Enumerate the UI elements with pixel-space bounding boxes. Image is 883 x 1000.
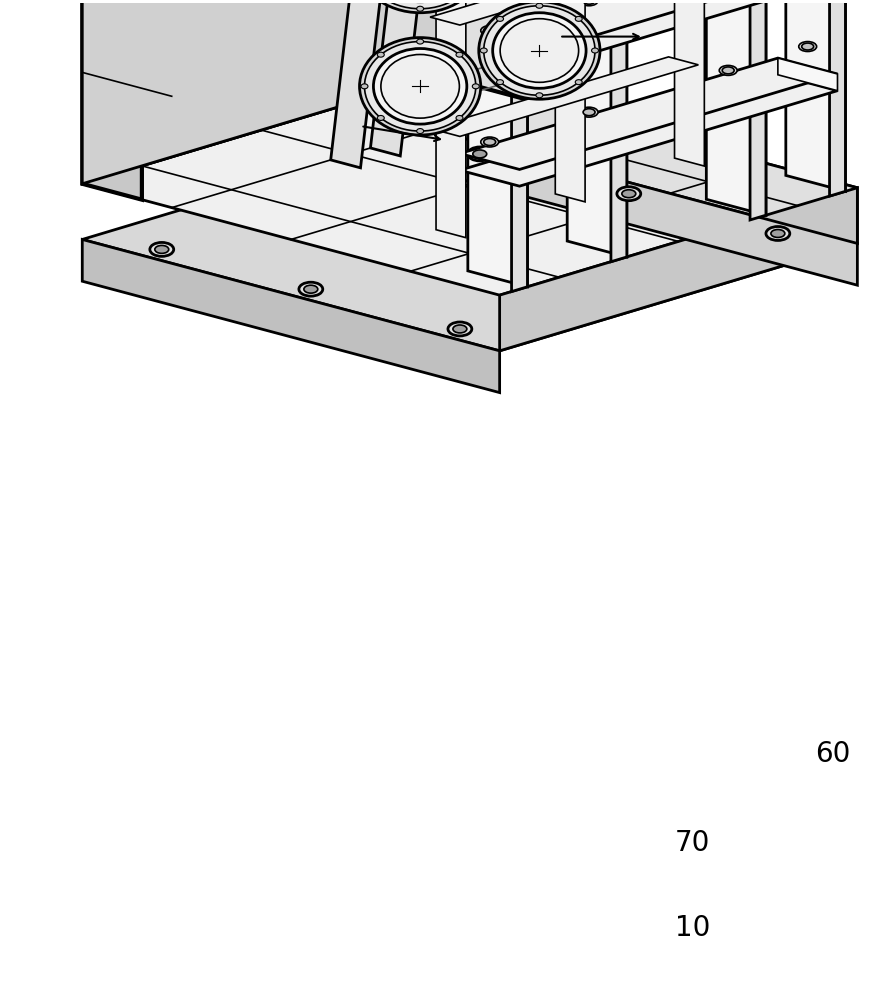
Polygon shape xyxy=(675,0,705,166)
Text: 10: 10 xyxy=(675,914,710,942)
Ellipse shape xyxy=(453,325,467,333)
Ellipse shape xyxy=(472,150,487,158)
Polygon shape xyxy=(440,0,500,92)
Ellipse shape xyxy=(472,84,479,89)
Polygon shape xyxy=(460,0,837,58)
Ellipse shape xyxy=(720,65,737,75)
Ellipse shape xyxy=(496,80,503,85)
Ellipse shape xyxy=(377,52,384,57)
Text: 70: 70 xyxy=(675,829,710,857)
Ellipse shape xyxy=(484,6,595,95)
Polygon shape xyxy=(706,0,766,215)
Polygon shape xyxy=(567,0,627,257)
Ellipse shape xyxy=(493,13,586,88)
Polygon shape xyxy=(500,188,857,351)
Polygon shape xyxy=(331,0,430,168)
Ellipse shape xyxy=(592,48,599,53)
Polygon shape xyxy=(460,0,837,75)
Ellipse shape xyxy=(374,49,467,124)
Polygon shape xyxy=(371,0,470,156)
Ellipse shape xyxy=(580,107,598,117)
Ellipse shape xyxy=(583,109,595,116)
Text: 60: 60 xyxy=(815,740,850,768)
Ellipse shape xyxy=(359,38,480,135)
Ellipse shape xyxy=(480,137,499,147)
Ellipse shape xyxy=(484,139,495,145)
Ellipse shape xyxy=(371,0,470,2)
Ellipse shape xyxy=(484,27,495,34)
Polygon shape xyxy=(829,0,845,196)
Ellipse shape xyxy=(536,3,543,8)
Ellipse shape xyxy=(722,67,734,74)
Polygon shape xyxy=(82,0,440,184)
Ellipse shape xyxy=(155,245,169,253)
Ellipse shape xyxy=(496,16,503,21)
Polygon shape xyxy=(786,0,845,191)
Ellipse shape xyxy=(536,93,543,98)
Ellipse shape xyxy=(799,42,817,52)
Ellipse shape xyxy=(377,115,384,120)
Polygon shape xyxy=(440,132,857,285)
Ellipse shape xyxy=(771,230,785,237)
Ellipse shape xyxy=(357,0,484,13)
Ellipse shape xyxy=(622,190,636,198)
Polygon shape xyxy=(555,0,585,202)
Ellipse shape xyxy=(365,42,476,131)
Polygon shape xyxy=(440,0,530,100)
Ellipse shape xyxy=(456,115,463,120)
Polygon shape xyxy=(436,0,466,238)
Polygon shape xyxy=(511,0,527,292)
Polygon shape xyxy=(468,0,527,287)
Ellipse shape xyxy=(480,26,499,36)
Polygon shape xyxy=(460,58,837,169)
Ellipse shape xyxy=(500,19,578,82)
Polygon shape xyxy=(460,75,837,186)
Ellipse shape xyxy=(479,2,600,99)
Ellipse shape xyxy=(583,0,595,4)
Ellipse shape xyxy=(575,80,582,85)
Ellipse shape xyxy=(304,285,318,293)
Polygon shape xyxy=(82,132,857,351)
Polygon shape xyxy=(750,0,766,220)
Ellipse shape xyxy=(766,227,789,240)
Ellipse shape xyxy=(456,52,463,57)
Ellipse shape xyxy=(802,43,813,50)
Ellipse shape xyxy=(580,0,598,6)
Ellipse shape xyxy=(575,16,582,21)
Ellipse shape xyxy=(417,129,424,134)
Ellipse shape xyxy=(299,282,323,296)
Polygon shape xyxy=(82,0,440,184)
Ellipse shape xyxy=(361,84,368,89)
Ellipse shape xyxy=(448,322,472,336)
Polygon shape xyxy=(778,58,837,91)
Ellipse shape xyxy=(417,6,424,11)
Ellipse shape xyxy=(417,39,424,44)
Ellipse shape xyxy=(361,0,479,9)
Polygon shape xyxy=(611,0,627,262)
Ellipse shape xyxy=(468,147,492,161)
Polygon shape xyxy=(82,0,142,200)
Polygon shape xyxy=(440,76,857,243)
Ellipse shape xyxy=(617,187,641,201)
Polygon shape xyxy=(82,76,857,295)
Polygon shape xyxy=(430,0,698,25)
Ellipse shape xyxy=(480,48,487,53)
Ellipse shape xyxy=(381,54,459,118)
Polygon shape xyxy=(430,57,698,136)
Ellipse shape xyxy=(150,242,174,256)
Polygon shape xyxy=(82,239,500,393)
